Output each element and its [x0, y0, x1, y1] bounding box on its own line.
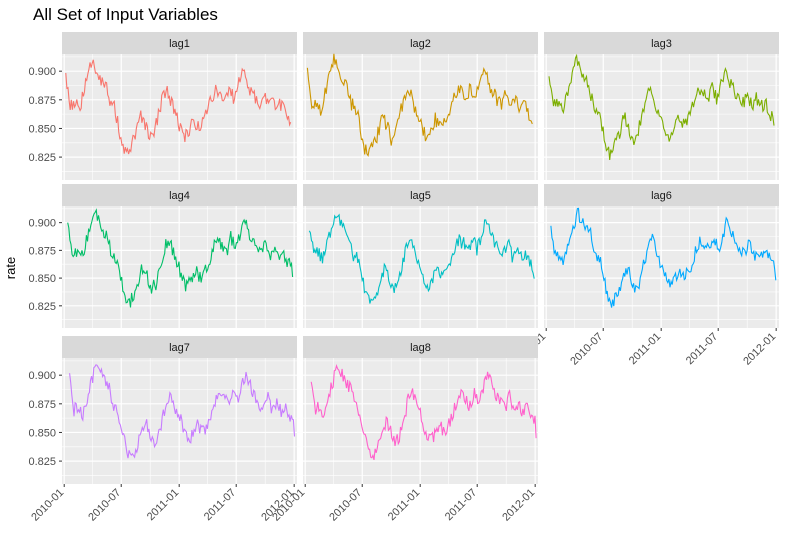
facet-strip: [303, 336, 538, 358]
x-tick-label: 2011-07: [202, 487, 238, 523]
x-tick-label: 2011-01: [386, 487, 422, 523]
facet-strip-label: lag2: [410, 38, 431, 50]
facet-strip-label: lag4: [169, 190, 190, 202]
facet-panel-lag5: lag5: [303, 184, 538, 328]
facet-strip-label: lag5: [410, 190, 431, 202]
y-tick-label: 0.875: [28, 95, 56, 107]
y-tick-label: 0.850: [28, 273, 56, 285]
facet-strip: [544, 184, 779, 206]
chart-title: All Set of Input Variables: [33, 5, 218, 24]
series-line-lag3: [548, 53, 775, 160]
x-tick-label: 2012-01: [500, 487, 537, 524]
facet-strip-label: lag8: [410, 342, 431, 354]
y-tick-label: 0.875: [28, 245, 56, 257]
facet-strip-label: lag6: [651, 190, 672, 202]
facet-strip-label: lag1: [169, 38, 190, 50]
series-line-lag5: [308, 213, 535, 304]
facet-strip: [62, 32, 297, 54]
facet-strip-label: lag7: [169, 342, 190, 354]
y-tick-label: 0.900: [28, 218, 56, 230]
y-tick-label: 0.825: [28, 301, 56, 313]
y-tick-label: 0.875: [28, 399, 56, 411]
facet-panel-lag7: lag7 0.825 0.850 0.875 0.900 2010-01 2010-07 20…: [28, 336, 297, 524]
facet-strip: [303, 184, 538, 206]
x-tick-label: 2011-01: [627, 331, 663, 367]
series-line-lag6: [550, 207, 777, 308]
y-tick-label: 0.900: [28, 66, 56, 78]
series-line-lag2: [306, 53, 533, 158]
series-line-lag1: [65, 59, 292, 155]
series-line-lag4: [67, 208, 294, 308]
x-tick-label: 2010-07: [327, 487, 364, 524]
x-tick-label: 2011-07: [443, 487, 479, 523]
series-line-lag7: [69, 364, 296, 459]
y-axis-title: rate: [3, 257, 18, 279]
facet-panel-lag4: lag4 0.825 0.850 0.875 0.900: [28, 184, 297, 328]
x-tick-label: 2011-07: [684, 331, 720, 367]
y-tick-label: 0.825: [28, 152, 56, 164]
y-tick-label: 0.825: [28, 456, 56, 468]
x-tick-label: 2010-07: [568, 331, 605, 368]
y-tick-label: 0.850: [28, 427, 56, 439]
facet-strip: [303, 32, 538, 54]
y-tick-label: 0.900: [28, 370, 56, 382]
y-tick-label: 0.850: [28, 123, 56, 135]
series-line-lag8: [310, 363, 537, 461]
facet-strip: [62, 336, 297, 358]
facet-panel-lag2: lag2: [303, 32, 538, 180]
x-tick-label: 2011-01: [145, 487, 181, 523]
x-tick-label: 2012-01: [741, 331, 778, 368]
facet-strip: [544, 32, 779, 54]
facet-strip: [62, 184, 297, 206]
x-tick-label: 2010-07: [86, 487, 123, 524]
facet-panel-lag1: lag1 0.825 0.850 0.875 0.900: [28, 32, 297, 180]
facet-strip-label: lag3: [651, 38, 672, 50]
x-tick-label: 2010-01: [29, 487, 66, 524]
facet-panel-lag3: lag3: [544, 32, 779, 180]
